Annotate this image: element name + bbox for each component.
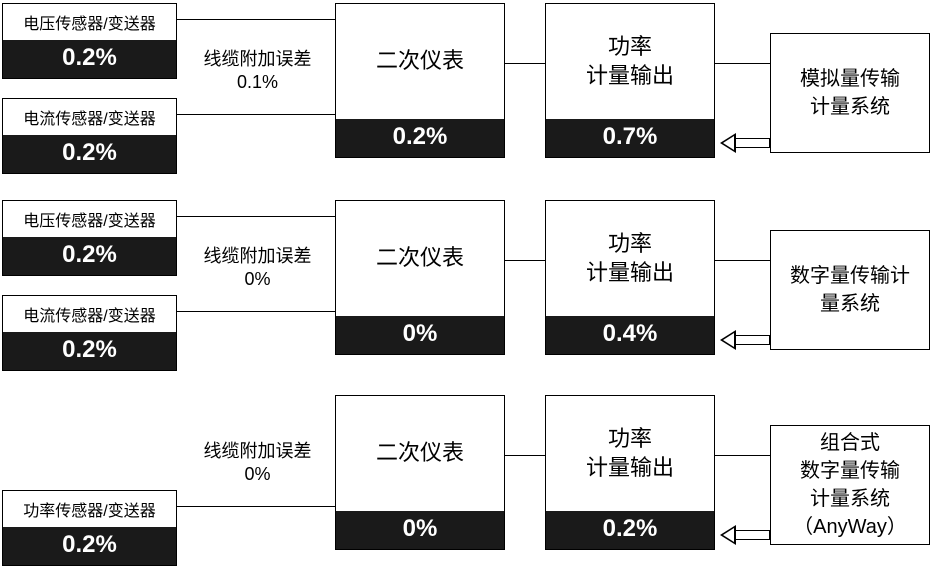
connector-line: [715, 455, 770, 456]
power-output-value: 0.2%: [546, 511, 714, 549]
cable-error-value: 0%: [185, 463, 330, 486]
power-output-title: 功率计量输出: [546, 4, 714, 119]
cable-error-text: 线缆附加误差: [185, 440, 330, 463]
power-output-box: 功率计量输出0.4%: [545, 200, 715, 355]
power-output-box: 功率计量输出0.7%: [545, 3, 715, 158]
sensor-box: 电压传感器/变送器0.2%: [2, 3, 177, 79]
connector-line: [715, 63, 770, 64]
cable-error-label: 线缆附加误差0%: [185, 245, 330, 292]
sensor-value: 0.2%: [3, 135, 176, 173]
sensor-value: 0.2%: [3, 527, 176, 565]
system-box: 组合式数字量传输计量系统（AnyWay）: [770, 425, 930, 545]
cable-error-label: 线缆附加误差0%: [185, 440, 330, 487]
meter-title: 二次仪表: [336, 201, 504, 316]
power-output-value: 0.7%: [546, 119, 714, 157]
connector-line: [177, 114, 335, 115]
diagram-row: 电压传感器/变送器0.2%电流传感器/变送器0.2%线缆附加误差0%二次仪表0%…: [0, 200, 935, 365]
arrow-left-icon: [720, 330, 770, 350]
connector-line: [177, 311, 335, 312]
sensor-value: 0.2%: [3, 332, 176, 370]
cable-error-text: 线缆附加误差: [185, 245, 330, 268]
power-output-box: 功率计量输出0.2%: [545, 395, 715, 550]
connector-line: [177, 19, 335, 20]
diagram-row: 电压传感器/变送器0.2%电流传感器/变送器0.2%线缆附加误差0.1%二次仪表…: [0, 3, 935, 168]
power-output-value: 0.4%: [546, 316, 714, 354]
sensor-title: 电压传感器/变送器: [3, 201, 176, 237]
sensor-title: 功率传感器/变送器: [3, 491, 176, 527]
cable-error-value: 0.1%: [185, 71, 330, 94]
arrow-left-icon: [720, 133, 770, 153]
meter-title: 二次仪表: [336, 396, 504, 511]
meter-value: 0%: [336, 511, 504, 549]
meter-box: 二次仪表0%: [335, 395, 505, 550]
meter-box: 二次仪表0.2%: [335, 3, 505, 158]
sensor-box: 电流传感器/变送器0.2%: [2, 98, 177, 174]
sensor-box: 功率传感器/变送器0.2%: [2, 490, 177, 566]
sensor-value: 0.2%: [3, 237, 176, 275]
sensor-title: 电流传感器/变送器: [3, 296, 176, 332]
sensor-title: 电压传感器/变送器: [3, 4, 176, 40]
sensor-box: 电流传感器/变送器0.2%: [2, 295, 177, 371]
meter-title: 二次仪表: [336, 4, 504, 119]
connector-line: [715, 260, 770, 261]
connector-line: [505, 63, 545, 64]
connector-line: [505, 260, 545, 261]
connector-line: [177, 216, 335, 217]
system-box: 模拟量传输计量系统: [770, 33, 930, 153]
cable-error-text: 线缆附加误差: [185, 48, 330, 71]
system-box: 数字量传输计量系统: [770, 230, 930, 350]
diagram-row: 功率传感器/变送器0.2%线缆附加误差0%二次仪表0%功率计量输出0.2%组合式…: [0, 395, 935, 560]
cable-error-value: 0%: [185, 268, 330, 291]
meter-box: 二次仪表0%: [335, 200, 505, 355]
connector-line: [177, 506, 335, 507]
meter-value: 0%: [336, 316, 504, 354]
arrow-left-icon: [720, 525, 770, 545]
cable-error-label: 线缆附加误差0.1%: [185, 48, 330, 95]
meter-value: 0.2%: [336, 119, 504, 157]
sensor-title: 电流传感器/变送器: [3, 99, 176, 135]
power-output-title: 功率计量输出: [546, 396, 714, 511]
sensor-box: 电压传感器/变送器0.2%: [2, 200, 177, 276]
power-output-title: 功率计量输出: [546, 201, 714, 316]
connector-line: [505, 455, 545, 456]
sensor-value: 0.2%: [3, 40, 176, 78]
